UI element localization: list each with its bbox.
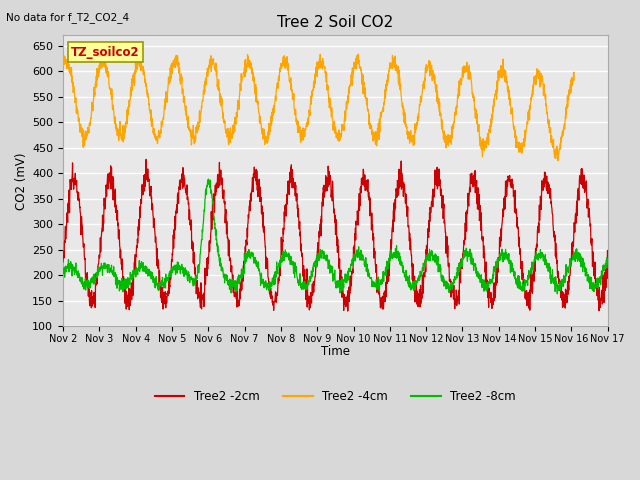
Y-axis label: CO2 (mV): CO2 (mV) [15,152,28,210]
Legend: Tree2 -2cm, Tree2 -4cm, Tree2 -8cm: Tree2 -2cm, Tree2 -4cm, Tree2 -8cm [150,385,521,408]
X-axis label: Time: Time [321,346,350,359]
Title: Tree 2 Soil CO2: Tree 2 Soil CO2 [277,15,394,30]
Text: No data for f_T2_CO2_4: No data for f_T2_CO2_4 [6,12,129,23]
Text: TZ_soilco2: TZ_soilco2 [71,46,140,59]
